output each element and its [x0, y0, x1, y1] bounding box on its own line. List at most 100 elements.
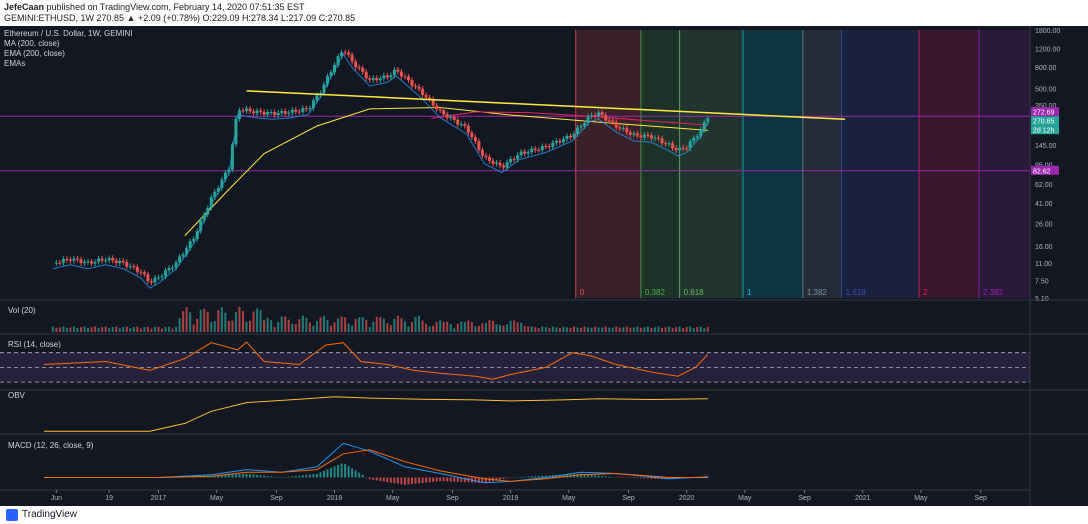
- legend-ema[interactable]: EMA (200, close): [4, 49, 65, 58]
- x-tick-11: 2020: [679, 495, 695, 502]
- volume-bar-74: [312, 325, 315, 332]
- volume-bar-5: [69, 327, 72, 332]
- candle-body-140: [547, 146, 551, 148]
- volume-bar-90: [368, 327, 371, 332]
- trendline[interactable]: [246, 90, 846, 121]
- candle-body-180: [688, 141, 692, 149]
- volume-bar-50: [227, 321, 230, 332]
- symbol-line: GEMINI:ETHUSD, 1W 270.85 ▲ +2.09 (+0.78%…: [4, 13, 356, 23]
- candle-body-20: [125, 261, 129, 267]
- volume-bar-8: [79, 327, 82, 332]
- candle-body-105: [424, 94, 428, 98]
- volume-bar-15: [104, 326, 107, 332]
- macd-hist-166: [636, 477, 639, 479]
- volume-bar-62: [270, 320, 273, 332]
- candle-body-171: [656, 137, 660, 139]
- candle-body-126: [498, 162, 502, 166]
- volume-bar-137: [534, 327, 537, 332]
- volume-bar-165: [632, 327, 635, 332]
- macd-hist-51: [231, 474, 234, 478]
- rsi-pane-title[interactable]: RSI (14, close): [8, 340, 61, 349]
- publisher-line: JefeCaan published on TradingView.com, F…: [4, 2, 305, 12]
- chart-area[interactable]: 0 0.382 0.618 1 1.382 1.618 2 2.382 2M 100.0075…: [0, 26, 1088, 506]
- candle-body-158: [611, 120, 615, 122]
- volume-bar-67: [287, 319, 290, 332]
- candle-body-58: [259, 110, 263, 112]
- candle-body-184: [702, 122, 706, 130]
- candle-body-57: [255, 110, 259, 114]
- volume-bar-32: [164, 326, 167, 332]
- macd-hist-156: [601, 476, 604, 478]
- macd-hist-48: [220, 475, 223, 478]
- vol-pane-title[interactable]: Vol (20): [8, 306, 36, 315]
- y-tick-11: 16.00: [1035, 244, 1053, 251]
- x-tick-3: May: [210, 495, 224, 502]
- macd-hist-106: [425, 477, 428, 483]
- macd-hist-130: [509, 477, 512, 478]
- candle-body-176: [674, 148, 678, 151]
- fib-zone-label-4: 1.382: [807, 288, 828, 297]
- macd-hist-117: [463, 477, 466, 483]
- candle-body-115: [459, 124, 463, 126]
- volume-bar-88: [361, 316, 364, 332]
- volume-bar-122: [481, 323, 484, 332]
- volume-bar-109: [435, 321, 438, 332]
- candle-body-148: [576, 127, 580, 134]
- volume-bar-52: [234, 312, 237, 332]
- fib-zone-label-6: 2: [923, 288, 928, 297]
- macd-hist-139: [541, 475, 544, 478]
- volume-bar-64: [277, 322, 280, 332]
- legend-ma[interactable]: MA (200, close): [4, 39, 60, 48]
- macd-hist-85: [351, 468, 354, 478]
- volume-bar-20: [122, 327, 125, 332]
- candle-body-153: [593, 115, 597, 117]
- volume-bar-140: [544, 327, 547, 332]
- candle-body-185: [706, 118, 710, 123]
- volume-bar-7: [76, 327, 79, 332]
- candle-body-175: [671, 143, 675, 149]
- candle-body-129: [509, 159, 513, 163]
- chart-svg[interactable]: 0 0.382 0.618 1 1.382 1.618 2 2.382 2M 100.0075…: [0, 26, 1088, 506]
- macd-hist-56: [249, 474, 252, 478]
- candle-body-9: [86, 261, 90, 263]
- candle-body-13: [100, 258, 104, 261]
- macd-pane-title[interactable]: MACD (12, 26, close, 9): [8, 441, 94, 450]
- volume-bar-161: [618, 327, 621, 332]
- macd-hist-97: [393, 477, 396, 484]
- macd-hist-140: [544, 475, 547, 478]
- macd-hist-95: [386, 477, 389, 483]
- volume-bar-16: [108, 328, 111, 332]
- macd-hist-159: [611, 477, 614, 478]
- y-tick-3: 500.00: [1035, 87, 1057, 94]
- volume-bar-125: [491, 320, 494, 332]
- candle-body-14: [104, 260, 108, 262]
- candle-body-134: [526, 152, 530, 154]
- obv-pane: 10M0: [44, 395, 1049, 437]
- legend-emas[interactable]: EMAs: [4, 59, 25, 68]
- macd-hist-81: [337, 464, 340, 478]
- volume-bar-25: [139, 328, 142, 332]
- candle-body-29: [156, 277, 160, 279]
- publisher-name[interactable]: JefeCaan: [4, 2, 45, 12]
- candle-body-141: [551, 142, 555, 147]
- volume-bar-154: [594, 326, 597, 332]
- volume-bar-31: [160, 328, 163, 332]
- candle-body-24: [139, 271, 143, 273]
- candle-body-8: [83, 261, 87, 264]
- candle-body-87: [361, 67, 365, 72]
- volume-bar-158: [608, 327, 611, 332]
- y-tick-9: 41.00: [1035, 201, 1053, 208]
- volume-bar-73: [308, 322, 311, 332]
- candle-body-7: [79, 259, 83, 264]
- candle-body-3: [65, 258, 69, 260]
- candle-body-128: [505, 162, 509, 168]
- fib-zone-4: [802, 30, 842, 298]
- volume-bar-183: [696, 327, 699, 332]
- candle-body-161: [621, 127, 625, 129]
- obv-pane-title[interactable]: OBV: [8, 391, 26, 400]
- candle-body-50: [230, 144, 234, 170]
- macd-hist-122: [481, 477, 484, 483]
- macd-hist-96: [389, 477, 392, 483]
- candle-body-1: [58, 262, 62, 264]
- candle-body-31: [164, 270, 168, 277]
